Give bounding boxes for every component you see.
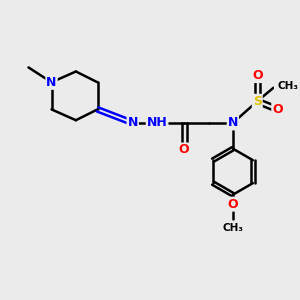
Text: NH: NH [147,116,167,129]
Text: S: S [253,95,262,108]
Text: CH₃: CH₃ [222,223,243,233]
Text: O: O [179,143,190,157]
Text: O: O [252,69,262,82]
Text: O: O [228,198,238,211]
Text: N: N [46,76,57,89]
Text: O: O [272,103,283,116]
Text: N: N [228,116,238,129]
Text: CH₃: CH₃ [278,81,298,92]
Text: N: N [128,116,138,129]
